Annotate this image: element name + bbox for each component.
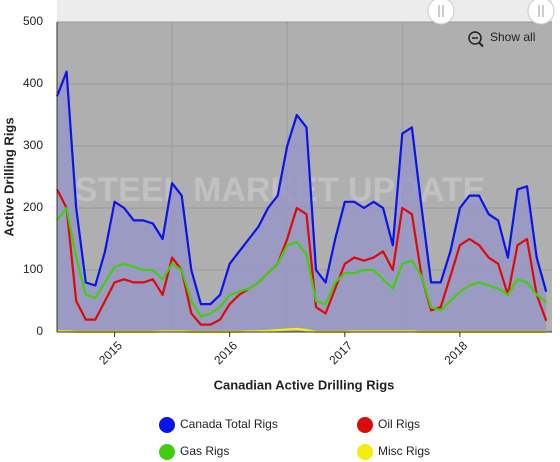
x-tick-label: 2017 <box>326 338 355 367</box>
line <box>56 188 548 326</box>
y-axis-label: Active Drilling Rigs <box>1 117 16 236</box>
show-all-label[interactable]: Show all <box>490 30 535 44</box>
y-tick-label: 200 <box>23 200 43 214</box>
slider-handle[interactable] <box>427 0 455 25</box>
x-tick-label: 2018 <box>441 338 470 367</box>
y-tick-label: 100 <box>23 262 43 276</box>
slider-handle[interactable] <box>527 0 555 25</box>
x-tick-label: 2015 <box>96 338 125 367</box>
y-tick-label: 300 <box>23 138 43 152</box>
show-all-button[interactable]: Show all <box>468 30 535 48</box>
legend-swatch <box>357 417 373 433</box>
navigator-strip <box>57 0 552 22</box>
line <box>56 206 547 318</box>
x-tick-label: 2016 <box>211 338 240 367</box>
legend-swatch <box>159 444 175 460</box>
legend-swatch <box>159 417 175 433</box>
legend-label: Gas Rigs <box>180 444 229 458</box>
legend-label: Misc Rigs <box>378 444 430 458</box>
line <box>55 70 548 306</box>
legend-label: Oil Rigs <box>378 417 420 431</box>
y-tick-label: 0 <box>36 324 43 338</box>
y-tick-label: 400 <box>23 76 43 90</box>
x-axis-label: Canadian Active Drilling Rigs <box>214 377 395 392</box>
legend-swatch <box>357 444 373 460</box>
legend-label: Canada Total Rigs <box>180 417 278 431</box>
y-tick-label: 500 <box>23 14 43 28</box>
